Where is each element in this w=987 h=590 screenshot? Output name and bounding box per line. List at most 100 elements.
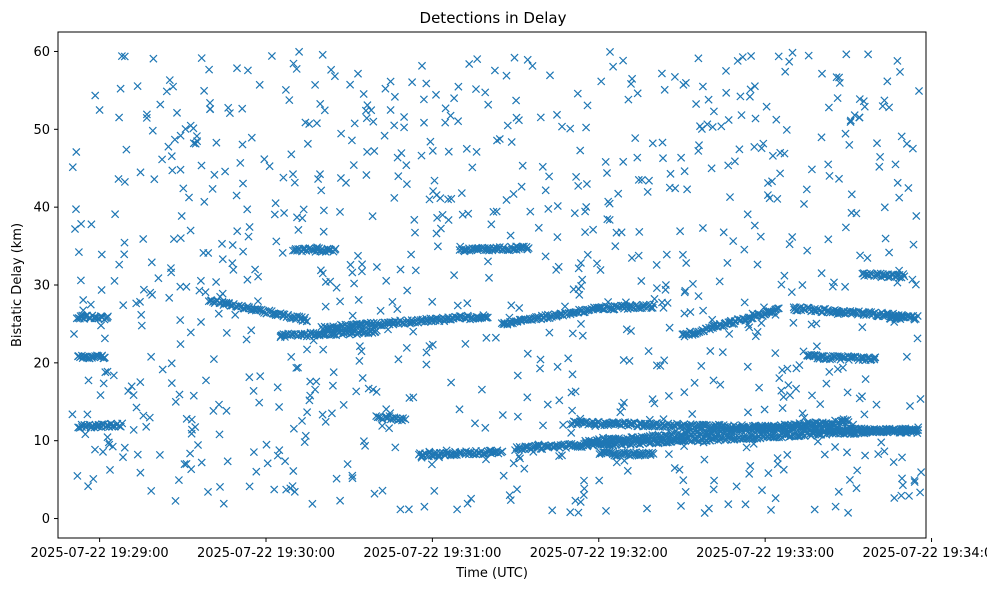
- data-point: [346, 80, 355, 89]
- data-point: [913, 311, 922, 321]
- data-point: [492, 207, 501, 216]
- data-point: [513, 371, 522, 380]
- data-point: [484, 100, 493, 109]
- data-point: [747, 51, 756, 61]
- data-point: [803, 246, 812, 255]
- data-point: [612, 228, 621, 237]
- data-point: [482, 313, 491, 322]
- data-point: [576, 497, 585, 507]
- data-point: [467, 494, 476, 503]
- data-point: [660, 356, 669, 365]
- data-point: [904, 491, 914, 500]
- data-point: [650, 399, 659, 408]
- data-point: [681, 286, 690, 295]
- data-point: [506, 231, 515, 240]
- data-point: [831, 442, 840, 452]
- data-point: [281, 457, 290, 466]
- data-point: [97, 420, 107, 429]
- data-point: [680, 167, 689, 176]
- data-point: [438, 210, 447, 219]
- data-point: [348, 471, 357, 480]
- data-point: [289, 330, 298, 339]
- data-point: [885, 103, 894, 112]
- data-point: [281, 85, 290, 94]
- data-point: [902, 139, 911, 148]
- data-point: [635, 227, 644, 236]
- data-point: [709, 107, 718, 116]
- data-point: [583, 101, 592, 110]
- data-point: [252, 467, 261, 476]
- data-point: [228, 240, 237, 250]
- data-point: [359, 89, 368, 99]
- data-point: [357, 267, 366, 276]
- data-point: [176, 234, 185, 243]
- data-point: [386, 77, 395, 86]
- data-point: [831, 502, 840, 511]
- data-point: [536, 355, 545, 364]
- data-point: [507, 137, 516, 147]
- data-point: [253, 297, 263, 306]
- data-point: [797, 431, 806, 440]
- data-point: [775, 374, 784, 383]
- data-point: [582, 202, 591, 212]
- data-point: [255, 398, 264, 407]
- data-point: [842, 448, 852, 457]
- data-point: [219, 499, 228, 508]
- data-point: [354, 295, 363, 304]
- data-point: [619, 56, 628, 65]
- data-point: [259, 308, 269, 317]
- data-point: [534, 223, 543, 232]
- data-point: [574, 508, 583, 517]
- data-point: [510, 53, 519, 62]
- data-point: [275, 402, 284, 412]
- data-point: [197, 161, 206, 170]
- data-point: [393, 305, 402, 314]
- data-point: [114, 174, 123, 184]
- data-point: [300, 316, 309, 325]
- data-point: [156, 100, 165, 109]
- data-point: [349, 161, 358, 170]
- data-point: [473, 55, 482, 64]
- data-point: [249, 386, 258, 395]
- data-point: [490, 66, 499, 75]
- data-point: [626, 326, 636, 336]
- data-point: [509, 459, 518, 468]
- data-point: [544, 204, 553, 213]
- data-point: [680, 388, 689, 397]
- data-point: [857, 392, 867, 401]
- data-point: [681, 78, 690, 87]
- data-point: [148, 126, 157, 135]
- data-point: [578, 275, 587, 284]
- data-point: [288, 170, 298, 179]
- data-point: [328, 381, 337, 390]
- data-point: [759, 139, 768, 148]
- data-point: [578, 331, 587, 340]
- data-point: [472, 147, 481, 156]
- data-point: [436, 224, 445, 233]
- data-point: [370, 489, 379, 498]
- data-point: [572, 172, 581, 181]
- data-point: [176, 340, 185, 349]
- data-point: [658, 154, 668, 163]
- data-point: [623, 466, 632, 475]
- data-point: [905, 401, 915, 411]
- data-point: [597, 77, 606, 86]
- data-point: [568, 329, 577, 338]
- data-point: [898, 481, 907, 490]
- data-point: [853, 466, 862, 475]
- data-point: [203, 487, 213, 496]
- data-point: [409, 327, 418, 336]
- data-point: [795, 361, 804, 370]
- data-point: [319, 345, 328, 354]
- data-point: [870, 355, 879, 364]
- data-point: [580, 484, 589, 493]
- data-point: [541, 252, 550, 261]
- data-point: [810, 505, 819, 514]
- data-point: [120, 443, 129, 452]
- data-point: [470, 419, 480, 428]
- data-point: [290, 487, 299, 496]
- data-point: [835, 73, 844, 82]
- data-point: [528, 61, 537, 70]
- data-point: [318, 50, 327, 59]
- data-point: [740, 245, 749, 254]
